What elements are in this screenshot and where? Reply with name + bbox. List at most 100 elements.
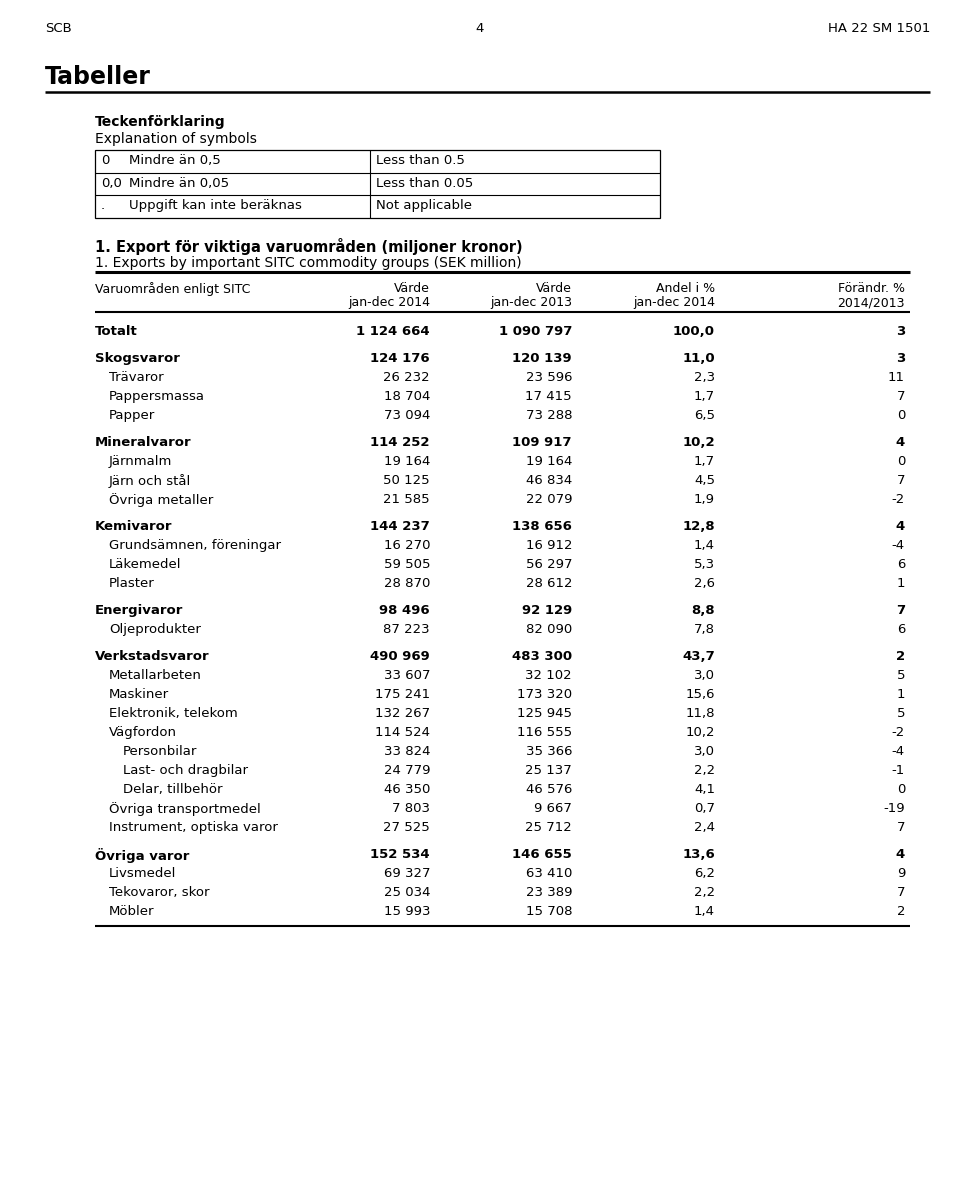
Text: 13,6: 13,6 xyxy=(683,848,715,861)
Text: 25 712: 25 712 xyxy=(525,821,572,834)
Text: 16 912: 16 912 xyxy=(525,540,572,552)
Text: 46 834: 46 834 xyxy=(526,474,572,487)
Text: 15,6: 15,6 xyxy=(685,688,715,701)
Text: Not applicable: Not applicable xyxy=(376,199,472,212)
Text: 5: 5 xyxy=(897,707,905,720)
Text: 7: 7 xyxy=(897,821,905,834)
Text: Explanation of symbols: Explanation of symbols xyxy=(95,132,257,146)
Text: Skogsvaror: Skogsvaror xyxy=(95,352,180,365)
Text: 23 596: 23 596 xyxy=(525,371,572,384)
Text: Trävaror: Trävaror xyxy=(109,371,163,384)
Text: Läkemedel: Läkemedel xyxy=(109,558,181,571)
Text: 16 270: 16 270 xyxy=(383,540,430,552)
Text: 4,1: 4,1 xyxy=(694,783,715,796)
Text: 114 524: 114 524 xyxy=(375,726,430,739)
Text: 46 576: 46 576 xyxy=(526,783,572,796)
Text: 0: 0 xyxy=(897,455,905,468)
Text: 490 969: 490 969 xyxy=(371,650,430,663)
Text: Mineralvaror: Mineralvaror xyxy=(95,436,192,449)
Text: Varuområden enligt SITC: Varuområden enligt SITC xyxy=(95,282,251,296)
Text: 1,4: 1,4 xyxy=(694,540,715,552)
Text: 1. Exports by important SITC commodity groups (SEK million): 1. Exports by important SITC commodity g… xyxy=(95,256,521,270)
Text: 8,8: 8,8 xyxy=(691,604,715,617)
Text: 4: 4 xyxy=(896,519,905,532)
Text: 27 525: 27 525 xyxy=(383,821,430,834)
Text: -19: -19 xyxy=(883,802,905,815)
Text: jan-dec 2014: jan-dec 2014 xyxy=(633,296,715,309)
Text: 73 094: 73 094 xyxy=(384,409,430,422)
Text: Pappersmassa: Pappersmassa xyxy=(109,390,205,403)
Text: 1. Export för viktiga varuområden (miljoner kronor): 1. Export för viktiga varuområden (miljo… xyxy=(95,238,522,254)
Text: 3,0: 3,0 xyxy=(694,669,715,682)
Text: 11,0: 11,0 xyxy=(683,352,715,365)
Text: jan-dec 2014: jan-dec 2014 xyxy=(348,296,430,309)
Text: Verkstadsvaror: Verkstadsvaror xyxy=(95,650,209,663)
Text: Andel i %: Andel i % xyxy=(656,282,715,294)
Text: 50 125: 50 125 xyxy=(383,474,430,487)
Text: 56 297: 56 297 xyxy=(525,558,572,571)
Text: 116 555: 116 555 xyxy=(516,726,572,739)
Text: 2: 2 xyxy=(897,905,905,918)
Text: 11: 11 xyxy=(888,371,905,384)
Text: 6: 6 xyxy=(897,623,905,636)
Text: 144 237: 144 237 xyxy=(371,519,430,532)
Text: 175 241: 175 241 xyxy=(374,688,430,701)
Text: 98 496: 98 496 xyxy=(379,604,430,617)
Text: 9 667: 9 667 xyxy=(534,802,572,815)
Text: 2: 2 xyxy=(896,650,905,663)
Text: 2,6: 2,6 xyxy=(694,577,715,590)
Text: Maskiner: Maskiner xyxy=(109,688,169,701)
Text: 6,5: 6,5 xyxy=(694,409,715,422)
Text: Instrument, optiska varor: Instrument, optiska varor xyxy=(109,821,277,834)
Text: Metallarbeten: Metallarbeten xyxy=(109,669,202,682)
Text: Last- och dragbilar: Last- och dragbilar xyxy=(123,765,248,777)
Text: -1: -1 xyxy=(892,765,905,777)
Text: -4: -4 xyxy=(892,540,905,552)
Text: 69 327: 69 327 xyxy=(383,867,430,880)
Text: 17 415: 17 415 xyxy=(525,390,572,403)
Text: Möbler: Möbler xyxy=(109,905,155,918)
Text: Värde: Värde xyxy=(395,282,430,294)
Text: Oljeprodukter: Oljeprodukter xyxy=(109,623,201,636)
Text: Tekovaror, skor: Tekovaror, skor xyxy=(109,886,209,899)
Text: 22 079: 22 079 xyxy=(525,494,572,507)
Text: 152 534: 152 534 xyxy=(371,848,430,861)
Text: 15 993: 15 993 xyxy=(383,905,430,918)
Text: SCB: SCB xyxy=(45,22,72,35)
Text: 120 139: 120 139 xyxy=(513,352,572,365)
Text: Övriga varor: Övriga varor xyxy=(95,848,189,863)
Text: 173 320: 173 320 xyxy=(516,688,572,701)
Text: 1,7: 1,7 xyxy=(694,390,715,403)
Text: 1,4: 1,4 xyxy=(694,905,715,918)
Text: Plaster: Plaster xyxy=(109,577,155,590)
Text: 124 176: 124 176 xyxy=(371,352,430,365)
Text: Delar, tillbehör: Delar, tillbehör xyxy=(123,783,223,796)
Text: Uppgift kan inte beräknas: Uppgift kan inte beräknas xyxy=(129,199,301,212)
Text: 10,2: 10,2 xyxy=(683,436,715,449)
Text: 23 389: 23 389 xyxy=(525,886,572,899)
Text: Totalt: Totalt xyxy=(95,325,137,338)
Text: Värde: Värde xyxy=(536,282,572,294)
Text: Kemivaror: Kemivaror xyxy=(95,519,173,532)
Text: 33 824: 33 824 xyxy=(383,744,430,757)
Text: 3: 3 xyxy=(896,352,905,365)
Text: Livsmedel: Livsmedel xyxy=(109,867,177,880)
Text: 82 090: 82 090 xyxy=(526,623,572,636)
Text: Less than 0.5: Less than 0.5 xyxy=(376,154,465,167)
Text: HA 22 SM 1501: HA 22 SM 1501 xyxy=(828,22,930,35)
Text: 3: 3 xyxy=(896,325,905,338)
Text: Mindre än 0,5: Mindre än 0,5 xyxy=(129,154,221,167)
Text: 7: 7 xyxy=(897,474,905,487)
Text: Papper: Papper xyxy=(109,409,156,422)
Text: 43,7: 43,7 xyxy=(683,650,715,663)
Text: 6: 6 xyxy=(897,558,905,571)
Text: 92 129: 92 129 xyxy=(521,604,572,617)
Text: 7: 7 xyxy=(896,604,905,617)
Text: 9: 9 xyxy=(897,867,905,880)
Text: 87 223: 87 223 xyxy=(383,623,430,636)
Text: 146 655: 146 655 xyxy=(513,848,572,861)
Text: 28 870: 28 870 xyxy=(384,577,430,590)
Text: 10,2: 10,2 xyxy=(685,726,715,739)
Text: 35 366: 35 366 xyxy=(525,744,572,757)
Text: 2014/2013: 2014/2013 xyxy=(837,296,905,309)
